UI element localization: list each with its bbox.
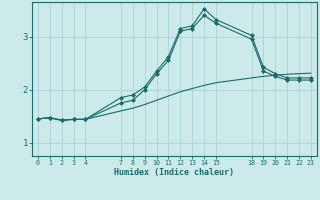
X-axis label: Humidex (Indice chaleur): Humidex (Indice chaleur) [115, 168, 234, 177]
